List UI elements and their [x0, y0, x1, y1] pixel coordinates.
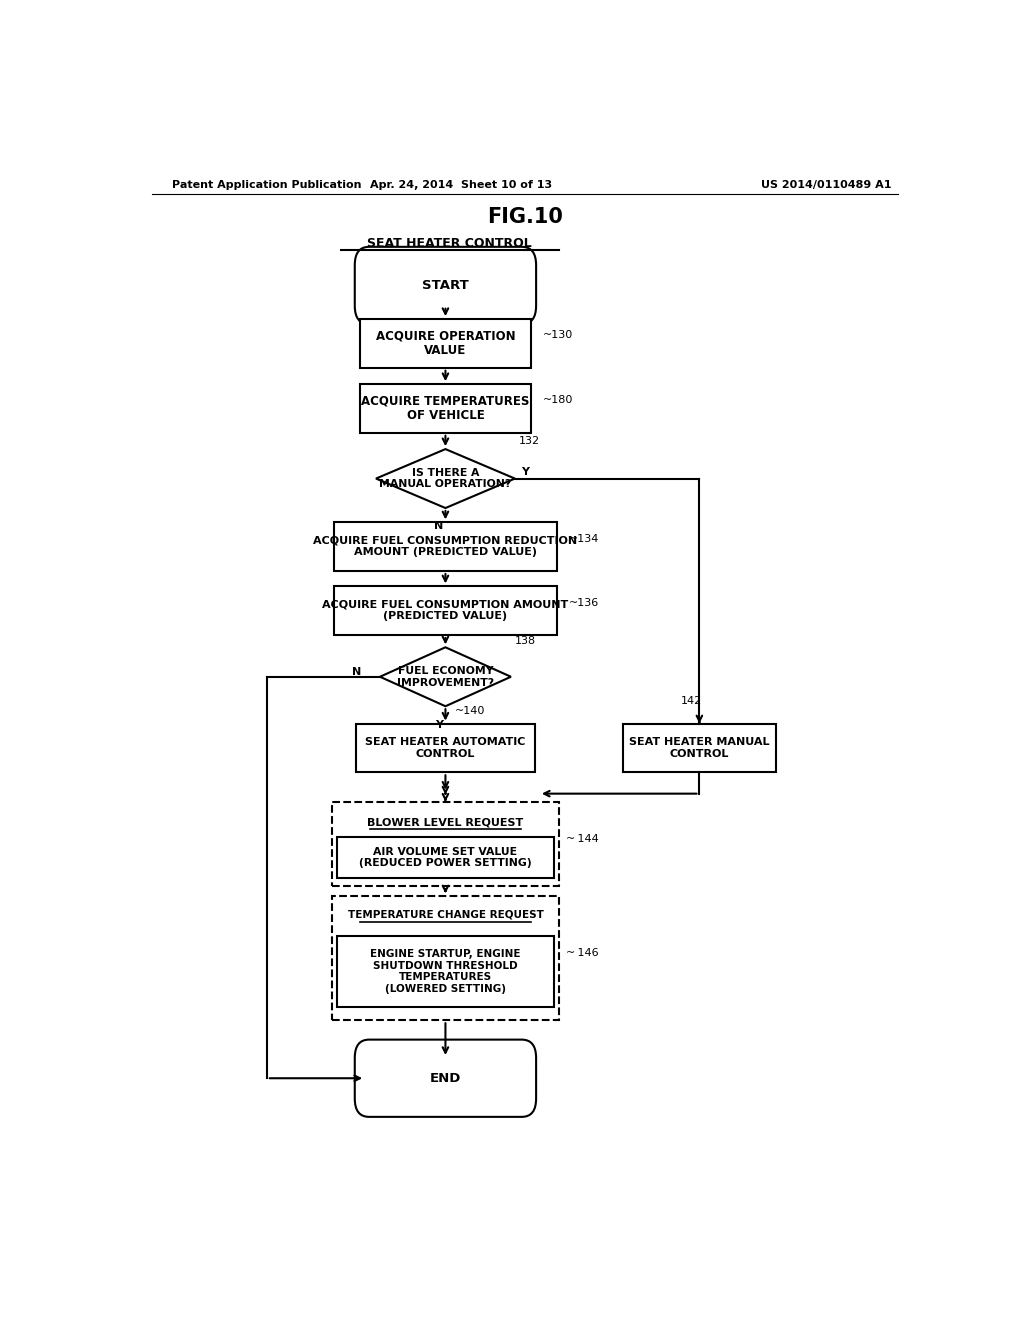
- Text: 142: 142: [681, 696, 702, 706]
- Bar: [360, 319, 530, 368]
- Bar: [337, 837, 554, 878]
- Text: SEAT HEATER CONTROL: SEAT HEATER CONTROL: [367, 238, 531, 251]
- Bar: [623, 723, 776, 772]
- Text: ACQUIRE FUEL CONSUMPTION AMOUNT
(PREDICTED VALUE): ACQUIRE FUEL CONSUMPTION AMOUNT (PREDICT…: [323, 599, 568, 622]
- Bar: [334, 586, 557, 635]
- Text: ACQUIRE FUEL CONSUMPTION REDUCTION
AMOUNT (PREDICTED VALUE): ACQUIRE FUEL CONSUMPTION REDUCTION AMOUN…: [313, 536, 578, 557]
- Text: START: START: [422, 279, 469, 292]
- Text: AIR VOLUME SET VALUE
(REDUCED POWER SETTING): AIR VOLUME SET VALUE (REDUCED POWER SETT…: [359, 847, 531, 869]
- Text: ~136: ~136: [568, 598, 599, 607]
- Text: Patent Application Publication: Patent Application Publication: [172, 180, 361, 190]
- Text: IS THERE A
MANUAL OPERATION?: IS THERE A MANUAL OPERATION?: [379, 467, 512, 490]
- Text: ~134: ~134: [568, 533, 599, 544]
- Text: US 2014/0110489 A1: US 2014/0110489 A1: [761, 180, 892, 190]
- Text: ~180: ~180: [543, 395, 573, 405]
- Text: Y: Y: [435, 719, 443, 730]
- Text: BLOWER LEVEL REQUEST: BLOWER LEVEL REQUEST: [368, 817, 523, 828]
- Bar: [333, 896, 558, 1020]
- Bar: [333, 801, 558, 886]
- Text: FIG.10: FIG.10: [486, 207, 563, 227]
- Text: ACQUIRE OPERATION
VALUE: ACQUIRE OPERATION VALUE: [376, 330, 515, 358]
- Bar: [334, 523, 557, 572]
- Polygon shape: [376, 449, 515, 508]
- Bar: [356, 723, 535, 772]
- Text: SEAT HEATER AUTOMATIC
CONTROL: SEAT HEATER AUTOMATIC CONTROL: [366, 737, 525, 759]
- Text: 138: 138: [515, 636, 536, 647]
- Text: N: N: [434, 521, 443, 532]
- Text: 132: 132: [519, 436, 540, 446]
- Text: SEAT HEATER MANUAL
CONTROL: SEAT HEATER MANUAL CONTROL: [629, 737, 770, 759]
- Text: N: N: [351, 667, 360, 677]
- Text: Apr. 24, 2014  Sheet 10 of 13: Apr. 24, 2014 Sheet 10 of 13: [371, 180, 552, 190]
- Polygon shape: [380, 647, 511, 706]
- Bar: [337, 936, 554, 1007]
- Text: ENGINE STARTUP, ENGINE
SHUTDOWN THRESHOLD
TEMPERATURES
(LOWERED SETTING): ENGINE STARTUP, ENGINE SHUTDOWN THRESHOL…: [371, 949, 520, 994]
- Text: Y: Y: [521, 467, 529, 478]
- Text: FUEL ECONOMY
IMPROVEMENT?: FUEL ECONOMY IMPROVEMENT?: [397, 667, 494, 688]
- Text: TEMPERATURE CHANGE REQUEST: TEMPERATURE CHANGE REQUEST: [347, 909, 544, 920]
- Text: ~130: ~130: [543, 330, 572, 341]
- Bar: [360, 384, 530, 433]
- FancyBboxPatch shape: [354, 1040, 537, 1117]
- FancyBboxPatch shape: [354, 247, 537, 325]
- Text: END: END: [430, 1072, 461, 1085]
- Text: ~ 146: ~ 146: [566, 948, 599, 958]
- Text: ~ 144: ~ 144: [566, 834, 599, 843]
- Text: ~140: ~140: [455, 706, 485, 717]
- Text: ACQUIRE TEMPERATURES
OF VEHICLE: ACQUIRE TEMPERATURES OF VEHICLE: [361, 395, 529, 422]
